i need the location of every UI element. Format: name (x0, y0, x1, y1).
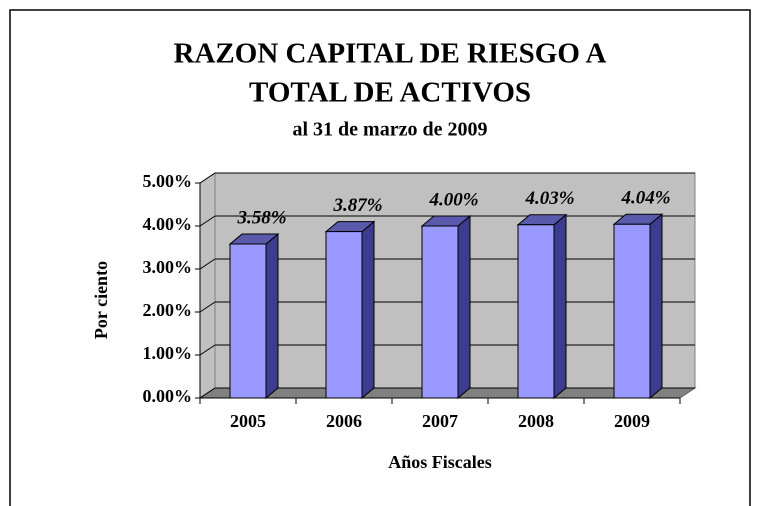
y-tick-label: 4.00% (143, 214, 193, 234)
grid-line (199, 301, 216, 313)
grid-line (199, 215, 216, 227)
x-tick-label: 2007 (422, 411, 458, 431)
x-tick-label: 2008 (518, 411, 554, 431)
bar-front (517, 224, 555, 399)
side-wall (199, 172, 216, 399)
y-tick-label: 0.00% (143, 386, 193, 406)
bar (228, 232, 280, 400)
x-axis-label: Años Fiscales (388, 452, 492, 472)
value-label: 4.04% (620, 188, 670, 209)
value-label: 4.00% (428, 189, 478, 210)
bar-side (265, 232, 279, 400)
bar-front (613, 223, 651, 399)
y-tick-label: 2.00% (143, 300, 193, 320)
bar-side (457, 214, 471, 400)
bar (420, 214, 472, 400)
chart-title: RAZON CAPITAL DE RIESGO A (174, 38, 607, 70)
bar-side (361, 220, 375, 400)
chart-title: TOTAL DE ACTIVOS (249, 77, 531, 109)
grid-line (199, 258, 216, 270)
x-tick-label: 2005 (230, 411, 266, 431)
bar (516, 213, 568, 400)
chart-subtitle: al 31 de marzo de 2009 (293, 119, 488, 141)
x-tick-label: 2009 (614, 411, 650, 431)
y-tick-label: 5.00% (143, 171, 193, 191)
bar-front (325, 231, 363, 399)
grid-line (199, 344, 216, 356)
grid-line (199, 172, 216, 184)
bar (612, 213, 664, 400)
x-tick-label: 2006 (326, 411, 362, 431)
value-label: 3.87% (332, 195, 382, 216)
y-tick-label: 3.00% (143, 257, 193, 277)
bar-front (229, 243, 267, 399)
chart-border (9, 9, 751, 506)
y-tick-label: 1.00% (143, 343, 193, 363)
bar-side (553, 213, 567, 400)
y-axis-label: Por ciento (91, 261, 111, 339)
grid-line (199, 387, 216, 399)
value-label: 4.03% (524, 188, 574, 209)
bar-side (649, 213, 663, 400)
bar-front (421, 225, 459, 399)
value-label: 3.58% (236, 207, 286, 228)
bar (324, 220, 376, 400)
